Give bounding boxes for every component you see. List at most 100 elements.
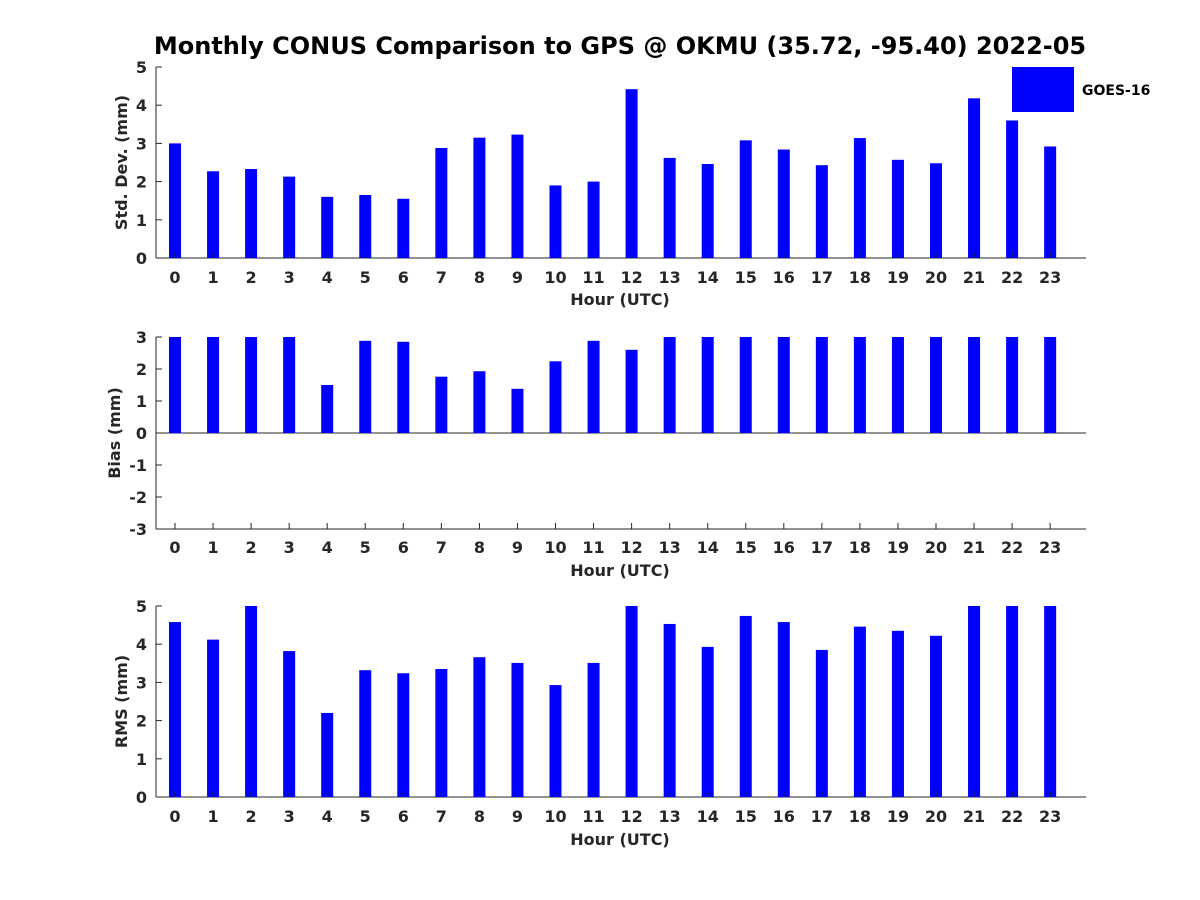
x-tick-label: 17 (811, 538, 833, 557)
x-tick-label: 2 (246, 538, 257, 557)
x-tick-label: 9 (512, 268, 523, 287)
x-tick-label: 14 (697, 268, 719, 287)
bar (625, 89, 638, 258)
bar (549, 185, 562, 258)
bar (473, 657, 486, 797)
bar (930, 337, 942, 433)
x-tick-label: 19 (887, 807, 909, 826)
bar (359, 194, 372, 258)
x-tick-label: 9 (512, 538, 523, 557)
x-tick-label: 22 (1001, 268, 1023, 287)
x-axis-label: Hour (UTC) (570, 290, 670, 309)
bar (777, 337, 790, 433)
legend: GOES-16 (1012, 67, 1150, 112)
x-tick-label: 7 (436, 538, 447, 557)
y-tick-label: 5 (136, 597, 147, 616)
bar (473, 371, 486, 433)
legend-swatch (1012, 67, 1074, 112)
bar (435, 669, 448, 797)
y-tick-label: 0 (136, 424, 147, 443)
bar (397, 198, 410, 258)
x-tick-label: 17 (811, 268, 833, 287)
x-tick-label: 13 (659, 538, 681, 557)
x-tick-label: 8 (474, 538, 485, 557)
bar (511, 662, 524, 797)
bar (397, 673, 410, 797)
x-tick-label: 15 (735, 807, 757, 826)
bar (701, 337, 714, 433)
x-tick-label: 14 (697, 538, 719, 557)
legend-label: GOES-16 (1082, 83, 1150, 99)
bar (587, 340, 600, 433)
bar (169, 143, 181, 258)
x-tick-label: 20 (925, 807, 947, 826)
bar (663, 337, 676, 433)
x-tick-label: 7 (436, 268, 447, 287)
bar (663, 623, 676, 797)
x-tick-label: 15 (735, 538, 757, 557)
x-tick-label: 8 (474, 807, 485, 826)
bar (1006, 337, 1019, 433)
x-tick-label: 16 (773, 807, 795, 826)
bar (283, 176, 296, 258)
bar (207, 171, 220, 258)
bar (245, 606, 258, 797)
y-tick-label: 2 (136, 712, 147, 731)
x-tick-label: 5 (360, 538, 371, 557)
bar (663, 157, 676, 258)
x-tick-label: 18 (849, 268, 871, 287)
bar (245, 168, 258, 258)
bar (207, 337, 220, 433)
bar (283, 651, 296, 797)
x-tick-label: 10 (544, 807, 566, 826)
x-tick-label: 23 (1039, 268, 1061, 287)
x-tick-label: 15 (735, 268, 757, 287)
bar (473, 137, 486, 258)
y-axis-label: RMS (mm) (112, 655, 131, 748)
x-tick-label: 4 (322, 268, 333, 287)
y-tick-label: -2 (129, 488, 147, 507)
x-tick-label: 23 (1039, 538, 1061, 557)
x-tick-label: 0 (169, 538, 180, 557)
x-tick-label: 11 (582, 268, 604, 287)
bar (968, 98, 981, 258)
bar (815, 649, 828, 797)
y-tick-label: 4 (136, 96, 147, 115)
x-tick-label: 2 (246, 268, 257, 287)
x-tick-label: 1 (207, 268, 218, 287)
x-tick-label: 22 (1001, 807, 1023, 826)
y-tick-label: 1 (136, 211, 147, 230)
x-tick-label: 4 (322, 538, 333, 557)
y-axis-label: Std. Dev. (mm) (112, 95, 131, 230)
x-tick-label: 23 (1039, 807, 1061, 826)
y-tick-label: 5 (136, 58, 147, 77)
bar (549, 361, 562, 433)
x-tick-label: 3 (284, 807, 295, 826)
y-axis-label: Bias (mm) (105, 387, 124, 479)
x-tick-label: 5 (360, 807, 371, 826)
bar (1044, 606, 1057, 797)
y-tick-label: 0 (136, 249, 147, 268)
bar (968, 606, 981, 797)
bar (968, 337, 981, 433)
bar (245, 337, 258, 433)
x-tick-label: 17 (811, 807, 833, 826)
bar (321, 196, 334, 258)
bar (815, 165, 828, 258)
bar (511, 388, 524, 433)
bar (739, 337, 752, 433)
x-tick-label: 7 (436, 807, 447, 826)
bar (587, 662, 600, 797)
x-axis-label: Hour (UTC) (570, 561, 670, 580)
x-axis-label: Hour (UTC) (570, 830, 670, 849)
bar (435, 376, 448, 433)
bar (777, 622, 790, 797)
x-tick-label: 19 (887, 268, 909, 287)
bar (1006, 606, 1019, 797)
bar (283, 337, 296, 433)
